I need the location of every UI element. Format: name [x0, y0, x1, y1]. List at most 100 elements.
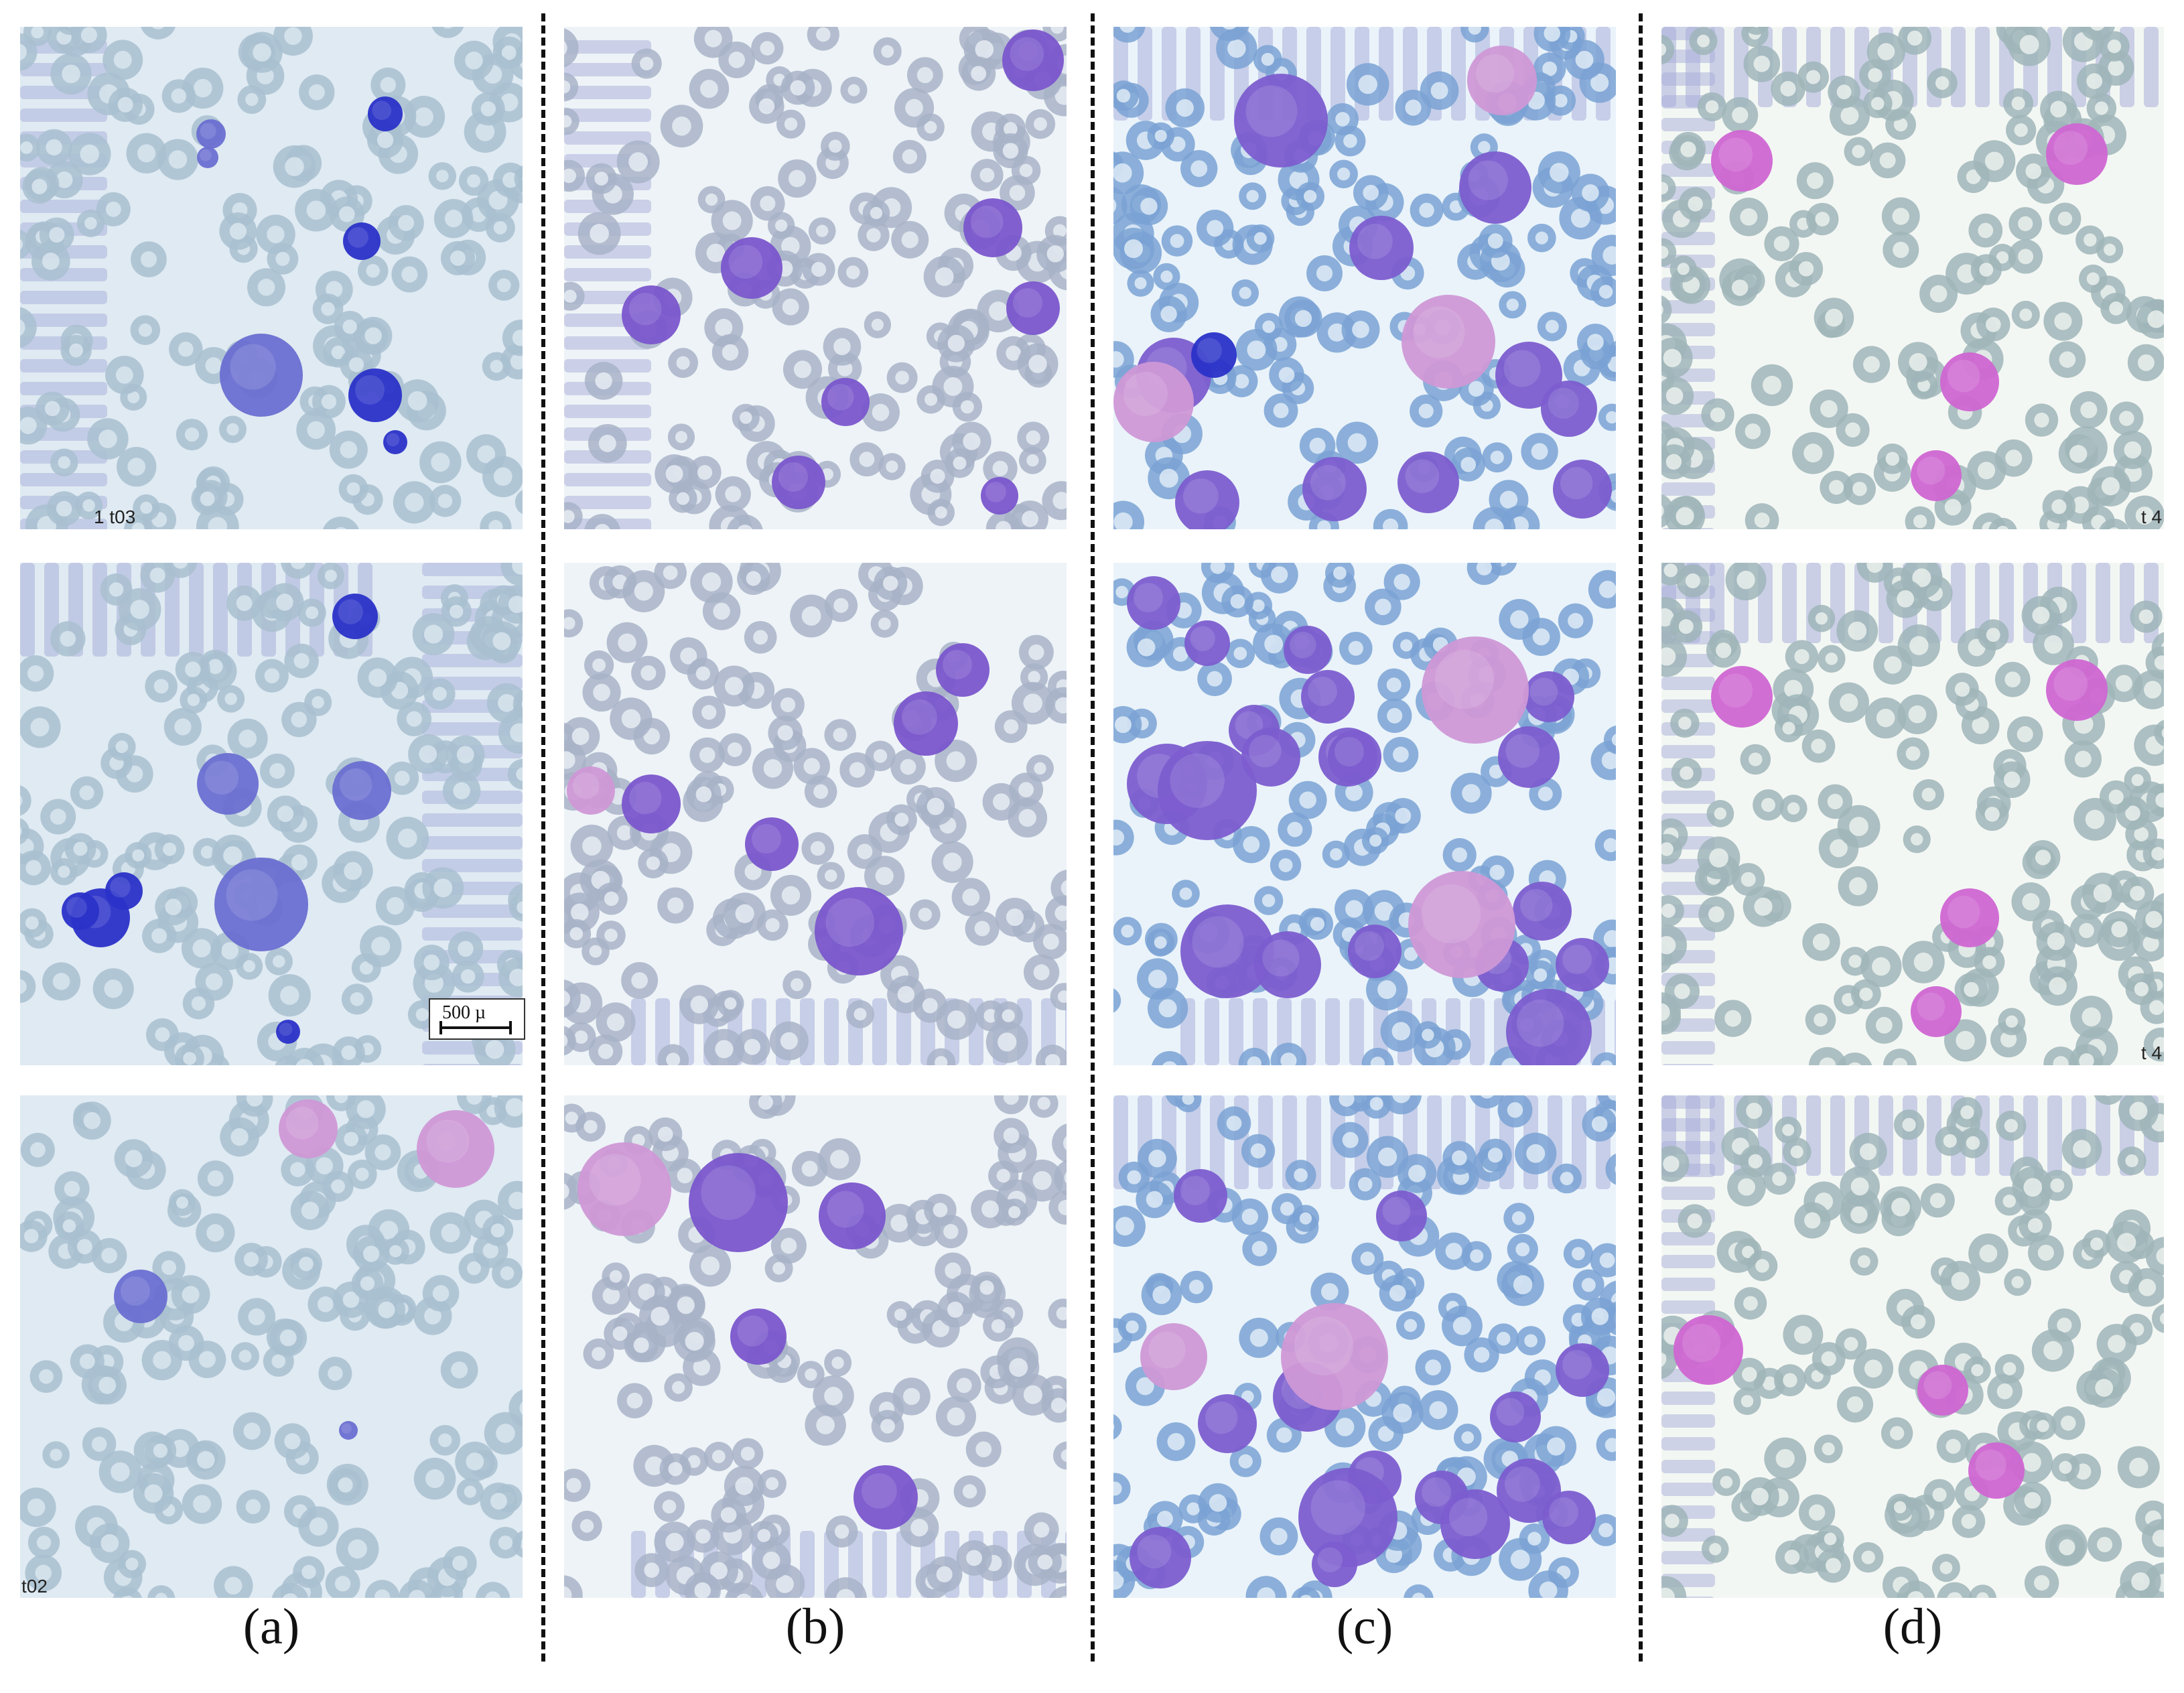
red-blood-cell [1221, 585, 1254, 618]
red-blood-cell [1661, 238, 1677, 267]
padding-stripe [422, 813, 523, 827]
red-blood-cell [1361, 1048, 1394, 1065]
red-blood-cell [1017, 421, 1050, 454]
red-blood-cell [688, 456, 722, 489]
red-blood-cell [1801, 729, 1836, 763]
padding-stripe [1710, 563, 1724, 643]
red-blood-cell [442, 772, 481, 810]
red-blood-cell [236, 1489, 270, 1524]
red-blood-cell [575, 1111, 606, 1142]
red-blood-cell [50, 621, 86, 657]
red-blood-cell [2006, 716, 2043, 752]
red-blood-cell [769, 1021, 809, 1061]
padding-stripe [20, 382, 107, 395]
red-blood-cell [582, 673, 621, 712]
red-blood-cell [1661, 636, 1688, 677]
padding-stripe [20, 314, 107, 327]
red-blood-cell [1052, 1441, 1067, 1470]
red-blood-cell [2008, 239, 2043, 274]
red-blood-cell [2146, 783, 2164, 817]
red-blood-cell [1794, 1202, 1831, 1239]
red-blood-cell [1732, 863, 1765, 896]
red-blood-cell [1466, 563, 1502, 586]
scale-bar: 500 µ [429, 998, 525, 1040]
red-blood-cell [29, 1360, 63, 1393]
red-blood-cell [2100, 780, 2133, 814]
red-blood-cell [20, 1487, 56, 1528]
red-blood-cell [1136, 1180, 1174, 1219]
red-blood-cell [871, 1410, 904, 1443]
white-blood-cell [622, 285, 681, 344]
scale-bar-label: 500 µ [442, 1002, 486, 1023]
red-blood-cell [1828, 75, 1860, 109]
red-blood-cell [2069, 391, 2108, 429]
red-blood-cell [1180, 1270, 1213, 1304]
white-blood-cell [343, 222, 381, 260]
red-blood-cell [861, 393, 900, 432]
red-blood-cell [2008, 27, 2051, 66]
white-blood-cell [1553, 460, 1612, 519]
white-blood-cell [196, 119, 226, 149]
red-blood-cell [1943, 1019, 1987, 1062]
red-blood-cell [1828, 682, 1869, 723]
red-blood-cell [931, 841, 973, 883]
red-blood-cell [2127, 344, 2164, 381]
white-blood-cell [721, 237, 782, 299]
red-blood-cell [1050, 870, 1067, 906]
red-blood-cell [117, 1550, 147, 1578]
red-blood-cell [874, 566, 908, 600]
padding-stripe [564, 40, 651, 54]
red-blood-cell [631, 655, 666, 691]
red-blood-cell [70, 776, 104, 809]
red-blood-cell [865, 740, 896, 772]
red-blood-cell [686, 776, 722, 812]
red-blood-cell [455, 1441, 495, 1482]
red-blood-cell [907, 57, 943, 93]
red-blood-cell [1661, 174, 1676, 202]
padding-stripe [1710, 1095, 1724, 1176]
red-blood-cell [1161, 225, 1193, 257]
red-blood-cell [1661, 338, 1693, 379]
red-blood-cell [2084, 1367, 2124, 1408]
red-blood-cell [1701, 398, 1734, 431]
red-blood-cell [1349, 1168, 1381, 1201]
red-blood-cell [188, 1341, 226, 1378]
red-blood-cell [1442, 1305, 1483, 1347]
padding-stripe [1661, 1300, 1715, 1314]
red-blood-cell [1734, 1287, 1767, 1320]
red-blood-cell [910, 899, 941, 930]
red-blood-cell [878, 453, 906, 480]
red-blood-cell [1229, 1445, 1261, 1477]
red-blood-cell [2124, 495, 2164, 529]
white-blood-cell [1556, 1343, 1609, 1397]
red-blood-cell [125, 841, 152, 869]
red-blood-cell [1153, 263, 1180, 290]
red-blood-cell [1113, 705, 1142, 744]
red-blood-cell [1239, 182, 1267, 210]
red-blood-cell [364, 1580, 400, 1598]
red-blood-cell [492, 1258, 523, 1289]
red-blood-cell [606, 622, 648, 663]
red-blood-cell [749, 1095, 782, 1120]
red-blood-cell [1052, 1124, 1067, 1163]
red-blood-cell [782, 970, 812, 1000]
red-blood-cell [1701, 1536, 1729, 1563]
white-blood-cell [1002, 29, 1064, 91]
white-blood-cell [1506, 989, 1592, 1065]
red-blood-cell [802, 253, 835, 286]
white-blood-cell [197, 753, 259, 815]
padding-stripe [1661, 791, 1715, 804]
red-blood-cell [50, 53, 92, 95]
red-blood-cell [2043, 1046, 2078, 1065]
red-blood-cell [1341, 310, 1380, 349]
red-blood-cell [825, 1515, 858, 1548]
red-blood-cell [1418, 1390, 1458, 1430]
red-blood-cell [983, 451, 1018, 486]
red-blood-cell [588, 423, 627, 463]
red-blood-cell [1180, 149, 1218, 188]
red-blood-cell [693, 27, 733, 58]
red-blood-cell [1033, 923, 1067, 960]
white-blood-cell [197, 147, 218, 168]
red-blood-cell [961, 56, 996, 91]
red-blood-cell [1165, 88, 1205, 128]
